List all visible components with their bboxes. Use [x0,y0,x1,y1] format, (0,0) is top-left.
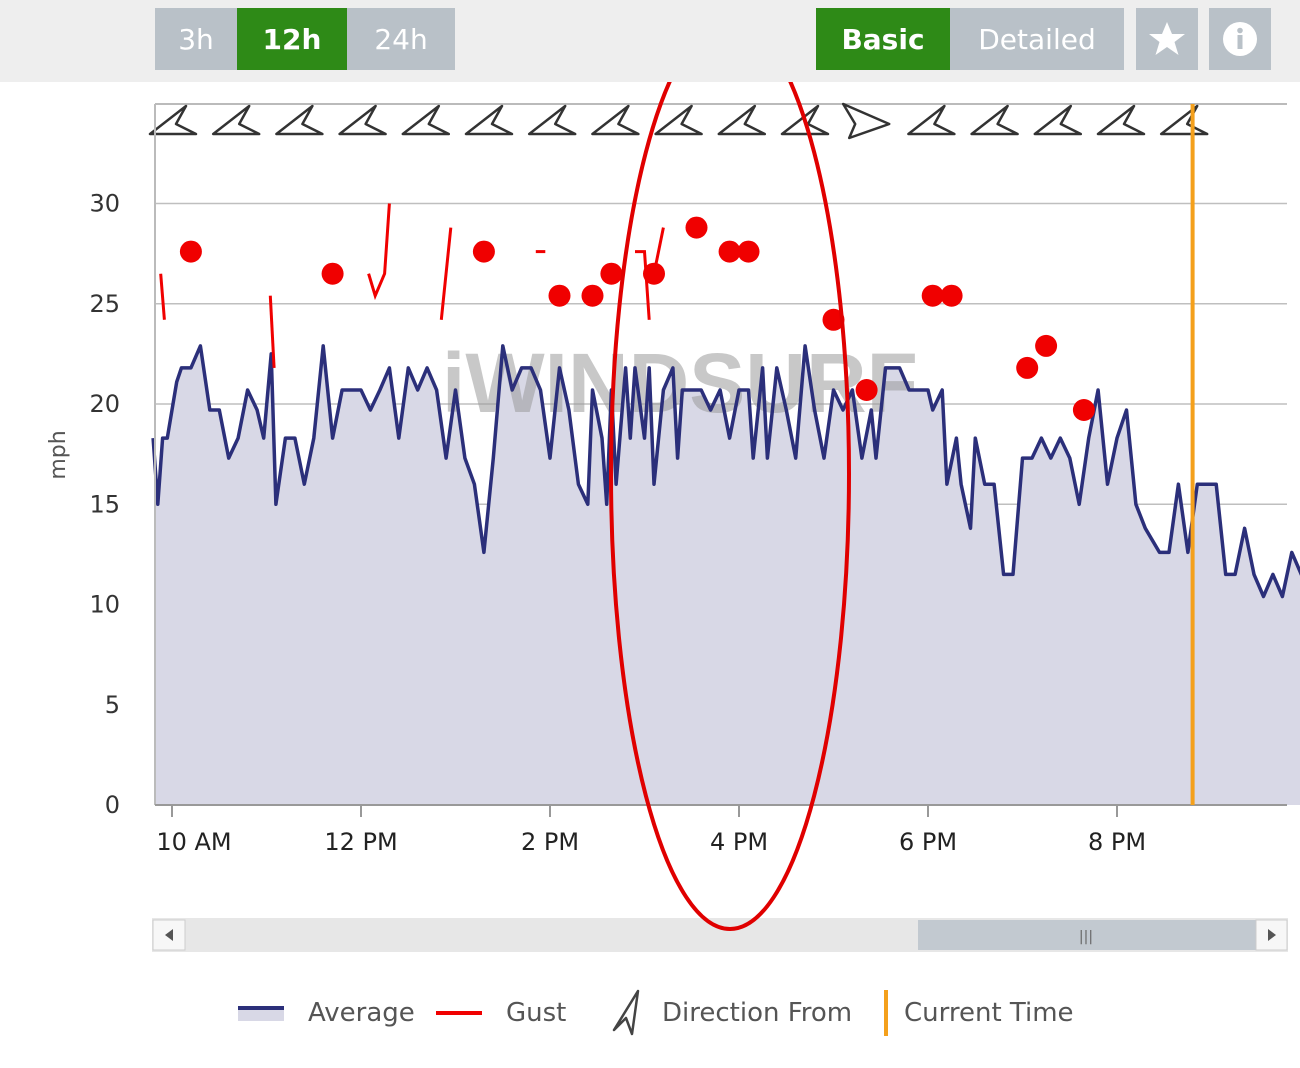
legend-gust-label: Gust [506,998,567,1028]
y-tick-label: 10 [89,591,120,619]
direction-arrow-icon [148,104,198,136]
gust-point [940,284,963,307]
gust-point [685,216,708,239]
y-axis-label: mph [46,430,71,479]
gust-point [600,262,623,285]
direction-arrow-icon [527,104,577,136]
horizontal-scrollbar[interactable]: ||| [152,918,1288,952]
legend-average-label: Average [308,998,415,1028]
average-series-line [151,344,1300,599]
gust-segment [268,295,276,368]
legend-current-time: Current Time [884,988,1074,1038]
gust-point [1072,399,1095,421]
gust-point [921,284,944,307]
gust-point [1035,334,1058,357]
direction-arrow-icon [780,104,830,136]
gust-point [581,284,604,307]
direction-arrow-icon [1033,104,1083,136]
range-selector: 3h 12h 24h [155,8,455,70]
y-tick-label: 15 [89,490,120,518]
y-tick-label: 20 [89,390,120,418]
view-selector: Basic Detailed [816,8,1124,70]
legend-direction: Direction From [610,988,852,1038]
scroll-left-icon [165,929,173,941]
gust-segment [439,227,453,320]
gust-segment [159,273,166,320]
direction-arrow-icon [1096,104,1146,136]
star-icon [1149,22,1185,55]
detailed-view-button[interactable]: Detailed [950,8,1124,70]
direction-arrow-icon [211,104,261,136]
gust-segment [367,203,391,301]
x-tick-label: 4 PM [710,828,768,856]
gust-point [737,240,760,263]
gust-series [159,203,1095,421]
range-24h-button[interactable]: 24h [347,8,455,70]
direction-arrow-icon [907,104,956,136]
favorite-button[interactable] [1136,8,1198,70]
info-button[interactable] [1209,8,1271,70]
legend-average: Average [238,988,415,1038]
scroll-grip-icon: ||| [1079,929,1093,945]
direction-arrow-icon [1159,104,1209,136]
direction-arrow-icon [841,102,891,140]
info-icon [1223,22,1257,56]
direction-arrow-icon [591,104,640,136]
scrollbar-thumb[interactable] [918,920,1256,950]
direction-arrow-icon [338,104,387,136]
scroll-right-icon [1268,929,1276,941]
gust-swatch-icon [436,1011,482,1015]
average-area [153,345,1300,805]
range-12h-button[interactable]: 12h [237,8,347,70]
gust-point [321,262,344,285]
x-tick-label: 10 AM [156,828,231,856]
gust-point [548,284,571,307]
direction-arrow-icon [401,104,451,136]
legend-direction-label: Direction From [662,998,853,1028]
x-tick-label: 12 PM [324,828,397,856]
direction-arrow-icon [654,104,703,136]
direction-arrow-icon [612,989,640,1036]
gust-point [643,262,665,285]
gust-point [1016,356,1039,379]
y-tick-label: 5 [105,691,120,719]
average-line [151,344,1300,599]
direction-arrows [148,102,1209,140]
average-area-fill [153,345,1300,805]
gust-point [822,308,845,331]
average-swatch-icon [238,1006,284,1021]
direction-arrow-icon [464,104,514,136]
range-3h-button[interactable]: 3h [155,8,237,70]
legend-current-time-label: Current Time [904,998,1074,1028]
gust-point [472,240,495,263]
basic-view-button[interactable]: Basic [816,8,950,70]
gust-point [179,240,202,263]
legend: Average Gust Direction From Current Time [0,988,1300,1038]
y-tick-label: 0 [105,791,120,819]
direction-arrow-icon [275,104,324,136]
x-tick-label: 6 PM [899,828,957,856]
direction-arrow-icon [970,104,1019,136]
y-tick-label: 30 [89,190,120,218]
x-tick-label: 2 PM [521,828,579,856]
current-time-swatch-icon [884,990,888,1036]
direction-arrow-icon [717,104,767,136]
gust-point [718,240,741,263]
x-tick-label: 8 PM [1088,828,1146,856]
axes: 0 5 10 15 20 25 30 10 AM 12 PM 2 PM 4 PM 6 PM 8 PM mp… [46,104,1287,856]
gust-segment [635,250,651,320]
gust-point [855,379,878,401]
annotation-ellipse [609,82,851,931]
y-tick-label: 25 [89,290,120,318]
legend-gust: Gust [436,988,566,1038]
